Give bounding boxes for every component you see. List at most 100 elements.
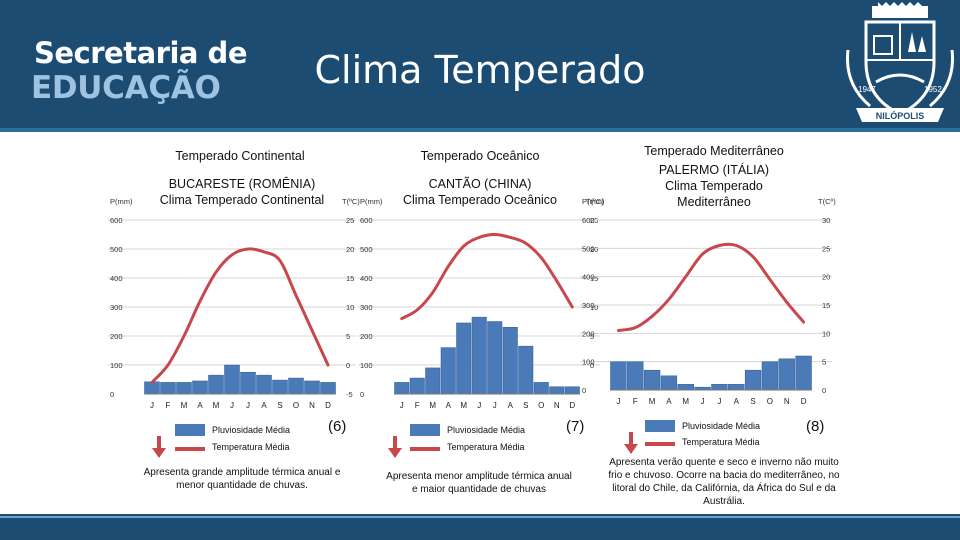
- rain-bar: [456, 322, 472, 395]
- city-box-palermo: PALERMO (ITÁLIA) Clima Temperado Mediter…: [618, 162, 810, 210]
- y-tick-label: 600: [110, 216, 123, 225]
- seal-year-right: 1952: [924, 85, 942, 94]
- footer-divider: [0, 516, 960, 518]
- x-tick-label: A: [197, 401, 203, 410]
- arrow-down-icon: [624, 432, 638, 454]
- shield-emblem-icon: [845, 2, 955, 122]
- rain-bar: [761, 361, 779, 391]
- page-title: Clima Temperado: [314, 48, 646, 92]
- seal-city-name: NILÓPOLIS: [876, 110, 925, 121]
- x-tick-label: J: [717, 397, 721, 406]
- x-tick-label: A: [261, 401, 267, 410]
- x-tick-label: M: [649, 397, 656, 406]
- footer-bar: [0, 514, 960, 540]
- x-tick-label: M: [181, 401, 188, 410]
- rain-bar: [795, 355, 812, 391]
- rain-bar: [176, 382, 192, 395]
- y2-tick-label: 5: [822, 358, 826, 367]
- legend-rain-label: Pluviosidade Média: [212, 425, 291, 435]
- y-tick-label: 100: [582, 358, 595, 367]
- content-area: Temperado Continental BUCARESTE (ROMÊNIA…: [0, 136, 960, 514]
- x-tick-label: N: [784, 397, 790, 406]
- y-tick-label: 400: [360, 274, 373, 283]
- arrow-down-icon: [388, 436, 402, 458]
- rain-bar: [549, 386, 565, 395]
- x-tick-label: S: [750, 397, 755, 406]
- temperature-line: [400, 232, 574, 321]
- brand-line-2: EDUCAÇÃO: [31, 70, 221, 106]
- city-box-cantao: CANTÃO (CHINA) Clima Temperado Oceânico: [392, 176, 568, 208]
- x-tick-label: D: [801, 397, 807, 406]
- x-tick-label: J: [150, 401, 154, 410]
- legend-rain-swatch: [410, 424, 440, 436]
- city-box-bucareste: BUCARESTE (ROMÊNIA) Clima Temperado Cont…: [148, 176, 336, 208]
- rain-bar: [425, 367, 441, 395]
- rain-bar: [409, 377, 425, 395]
- y2-tick-label: 20: [346, 245, 354, 254]
- y-tick-label: 500: [360, 245, 373, 254]
- y-tick-label: 100: [110, 361, 123, 370]
- rain-bar: [160, 382, 176, 395]
- y-tick-label: 600: [582, 216, 595, 225]
- x-tick-label: A: [446, 401, 452, 410]
- x-tick-label: A: [734, 397, 740, 406]
- x-tick-label: S: [523, 401, 528, 410]
- rain-bar: [711, 384, 728, 391]
- x-tick-label: A: [666, 397, 672, 406]
- description-mediterraneo: Apresenta verão quente e seco e inverno …: [608, 457, 840, 507]
- x-tick-label: O: [293, 401, 299, 410]
- y2-tick-label: -5: [346, 390, 353, 399]
- x-tick-label: N: [554, 401, 560, 410]
- city-climate: Clima Temperado Oceânico: [402, 193, 557, 207]
- legend-rain-swatch: [645, 420, 675, 432]
- y-tick-label: 500: [582, 244, 595, 253]
- x-tick-label: J: [616, 397, 620, 406]
- y2-tick-label: 0: [822, 386, 826, 395]
- x-tick-label: D: [569, 401, 575, 410]
- legend-temp-swatch: [645, 442, 675, 446]
- y-tick-label: 200: [110, 332, 123, 341]
- rain-bar: [643, 369, 661, 391]
- x-tick-label: F: [633, 397, 638, 406]
- y-tick-label: 300: [360, 303, 373, 312]
- y-tick-label: 400: [582, 273, 595, 282]
- y-axis-label: P(mm): [360, 197, 383, 206]
- y-tick-label: 200: [582, 329, 595, 338]
- city-name: PALERMO (ITÁLIA): [658, 163, 770, 177]
- y-tick-label: 300: [110, 303, 123, 312]
- legend-rain-swatch: [175, 424, 205, 436]
- y-axis-label: P(mm): [582, 197, 605, 206]
- y-tick-label: 0: [110, 390, 114, 399]
- y-tick-label: 600: [360, 216, 373, 225]
- x-tick-label: M: [682, 397, 689, 406]
- brand-line-1: Secretaria de: [34, 36, 247, 70]
- x-tick-label: J: [477, 401, 481, 410]
- y2-axis-label: T(ºC): [342, 197, 360, 206]
- city-climate-cont: Mediterrâneo: [677, 195, 751, 209]
- y2-tick-label: 15: [822, 301, 830, 310]
- description-continental: Apresenta grande amplitude térmica anual…: [143, 467, 341, 491]
- legend-temp-label: Temperatura Média: [682, 437, 760, 447]
- figure-number: (8): [806, 418, 825, 435]
- x-tick-label: M: [460, 401, 467, 410]
- section-heading-oceanico: Temperado Oceânico: [420, 149, 540, 163]
- y-tick-label: 0: [360, 390, 364, 399]
- description-oceanico: Apresenta menor amplitude térmica anual …: [386, 471, 572, 495]
- y-tick-label: 100: [360, 361, 373, 370]
- rain-bar: [256, 374, 272, 395]
- y-tick-label: 500: [110, 245, 123, 254]
- rain-bar: [192, 380, 208, 395]
- y2-tick-label: 5: [346, 332, 350, 341]
- y-axis-label: P(mm): [110, 197, 133, 206]
- y2-tick-label: 15: [590, 274, 598, 283]
- figure-number: (6): [328, 418, 347, 435]
- y2-tick-label: 10: [822, 329, 830, 338]
- x-tick-label: O: [538, 401, 544, 410]
- x-tick-label: D: [325, 401, 331, 410]
- x-tick-label: F: [415, 401, 420, 410]
- x-tick-label: M: [429, 401, 436, 410]
- y2-axis-label: T(Cº): [818, 197, 836, 206]
- y-tick-label: 200: [360, 332, 373, 341]
